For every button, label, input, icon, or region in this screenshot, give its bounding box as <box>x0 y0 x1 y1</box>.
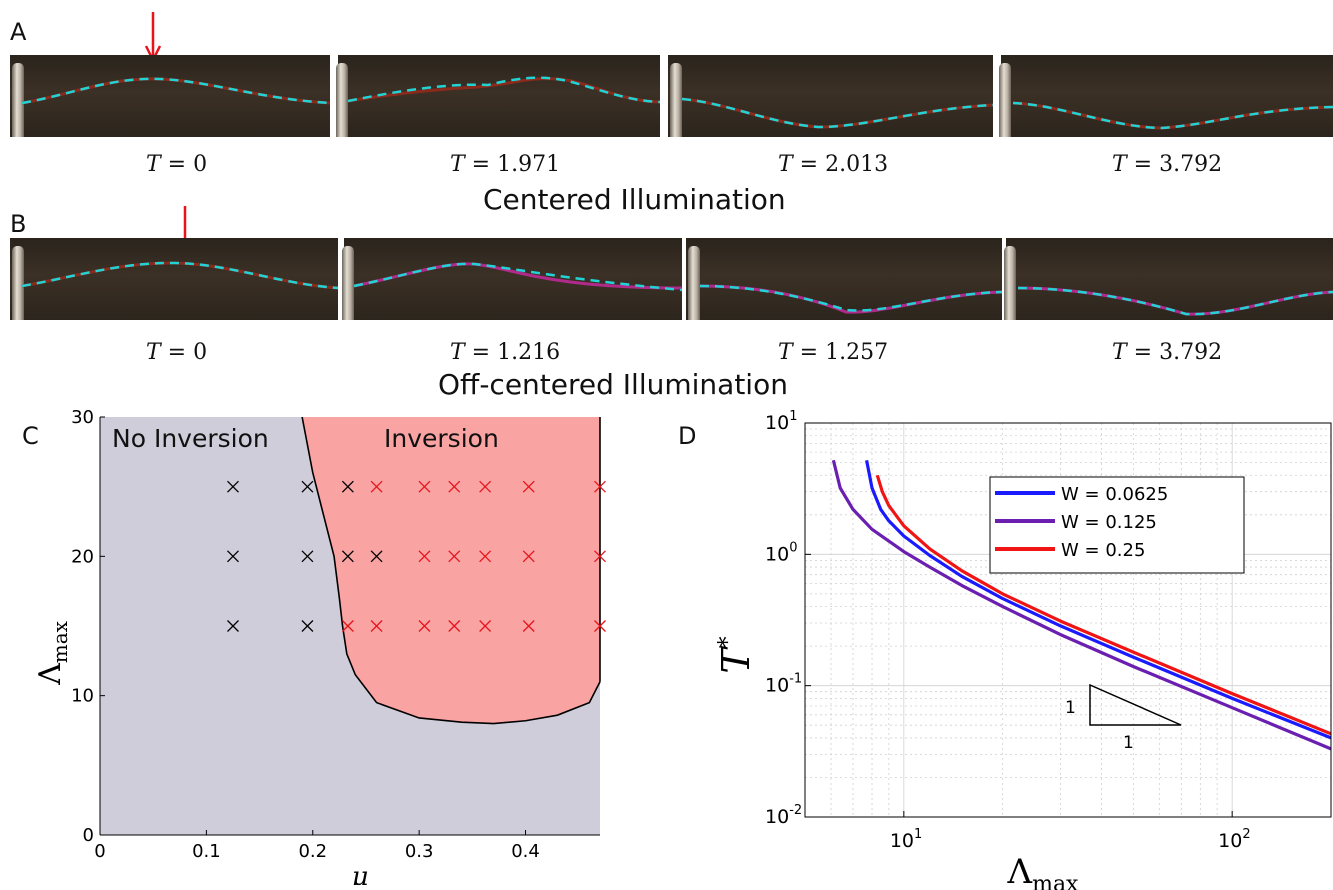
d-xlabel: Λmax <box>1007 852 1080 890</box>
legend: W = 0.0625 W = 0.125 W = 0.25 <box>989 476 1245 574</box>
time-label-a1: T = 0 <box>146 152 208 177</box>
phase-diagram-chart: 0 0.1 0.2 0.3 0.4 0 10 20 30 No Inversion Invers… <box>33 407 606 885</box>
legend-label-1: W = 0.125 <box>1061 512 1157 533</box>
d-ytick-label-2: 100 <box>765 540 797 565</box>
d-xtick-label-1: 102 <box>1218 827 1250 852</box>
series-line-0 <box>865 459 1332 740</box>
c-xtick-label-2: 0.2 <box>298 841 327 862</box>
data-point-inversion-16 <box>522 620 535 632</box>
caption-a: Centered Illumination <box>483 183 786 216</box>
legend-label-0: W = 0.0625 <box>1061 484 1168 505</box>
data-point-inversion-10 <box>594 550 606 563</box>
data-point-no-inversion-0 <box>227 480 239 493</box>
data-point-inversion-0 <box>370 480 383 493</box>
data-point-inversion-11 <box>341 620 354 632</box>
data-point-no-inversion-5 <box>341 550 354 563</box>
inversion-region <box>302 417 600 724</box>
loglog-chart: 101 102 10-2 10-1 100 101 W = 0.0625 W = 0.125… <box>713 409 1332 890</box>
photo-frame-a2 <box>336 55 660 137</box>
data-point-no-inversion-8 <box>301 620 314 632</box>
c-ylabel: Λmax <box>33 620 72 686</box>
photo-frame-a1 <box>10 55 330 137</box>
data-point-no-inversion-6 <box>370 550 383 563</box>
time-label-a2: T = 1.971 <box>450 152 561 177</box>
time-label-a4: T = 3.792 <box>1112 152 1223 177</box>
c-xtick-label-0: 0 <box>94 841 105 862</box>
d-ylabel: T* <box>713 636 758 673</box>
data-point-no-inversion-4 <box>301 550 314 563</box>
slope-run-label: 1 <box>1123 733 1134 753</box>
data-point-inversion-8 <box>479 550 492 563</box>
c-xlabel: μ <box>352 862 369 885</box>
time-label-b2: T = 1.216 <box>450 340 561 365</box>
data-point-inversion-13 <box>418 620 431 632</box>
data-point-no-inversion-1 <box>301 480 314 493</box>
phase-boundary-line <box>301 416 601 725</box>
legend-label-2: W = 0.25 <box>1061 540 1145 561</box>
data-point-no-inversion-3 <box>227 550 239 563</box>
data-point-inversion-9 <box>522 550 535 563</box>
data-point-inversion-7 <box>448 550 461 563</box>
series-line-1 <box>831 459 1332 751</box>
c-xtick-label-3: 0.3 <box>405 841 434 862</box>
d-ytick-label-0: 10-2 <box>765 803 802 828</box>
d-xtick-label-0: 101 <box>890 827 922 852</box>
photo-strip-b <box>10 238 1333 320</box>
caption-b: Off-centered Illumination <box>438 368 788 401</box>
data-point-inversion-14 <box>448 620 461 632</box>
data-point-inversion-1 <box>418 480 431 493</box>
d-ytick-label-1: 10-1 <box>765 672 802 697</box>
photo-frame-b4 <box>1004 238 1333 320</box>
data-point-inversion-15 <box>479 620 492 632</box>
photo-frame-b2 <box>342 238 682 320</box>
c-xtick-label-1: 0.1 <box>192 841 221 862</box>
data-point-inversion-2 <box>448 480 461 493</box>
photo-frame-a4 <box>999 55 1333 137</box>
region-label-no-inversion: No Inversion <box>112 424 269 453</box>
photo-frame-a3 <box>668 55 993 137</box>
time-label-b3: T = 1.257 <box>778 340 889 365</box>
photo-frame-b3 <box>686 238 1002 320</box>
photo-frame-b1 <box>10 238 338 320</box>
data-point-no-inversion-2 <box>341 480 354 493</box>
d-axes-box <box>804 422 1332 818</box>
d-ytick-label-3: 101 <box>765 409 797 434</box>
time-label-a3: T = 2.013 <box>778 152 889 177</box>
data-point-inversion-6 <box>418 550 431 563</box>
c-ytick-label-0: 0 <box>83 825 94 846</box>
time-label-b1: T = 0 <box>146 340 208 365</box>
panel-a-letter: A <box>10 18 27 46</box>
panel-d-letter: D <box>678 422 697 450</box>
data-point-inversion-4 <box>522 480 535 493</box>
slope-rise-label: 1 <box>1065 698 1076 718</box>
data-point-inversion-3 <box>479 480 492 493</box>
data-point-inversion-5 <box>594 480 606 493</box>
slope-triangle: 1 1 <box>1065 683 1182 753</box>
panel-b-letter: B <box>10 210 27 238</box>
time-label-b4: T = 3.792 <box>1112 340 1223 365</box>
c-ytick-label-1: 10 <box>71 686 94 707</box>
data-point-inversion-17 <box>594 620 606 632</box>
series-line-2 <box>875 474 1332 736</box>
photo-strip-a <box>10 55 1333 137</box>
data-point-inversion-12 <box>370 620 383 632</box>
data-point-no-inversion-7 <box>227 620 239 632</box>
c-ytick-label-2: 20 <box>71 546 94 567</box>
c-ytick-label-3: 30 <box>71 407 94 428</box>
region-label-inversion: Inversion <box>384 424 499 453</box>
c-xtick-label-4: 0.4 <box>511 841 540 862</box>
panel-c-letter: C <box>22 422 39 450</box>
